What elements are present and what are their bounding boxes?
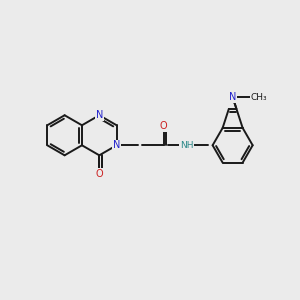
Text: CH₃: CH₃ [251, 93, 268, 102]
Text: N: N [229, 92, 236, 102]
Text: O: O [95, 169, 103, 178]
Text: NH: NH [180, 141, 194, 150]
Text: N: N [113, 140, 120, 150]
Text: N: N [96, 110, 103, 120]
Text: O: O [160, 121, 168, 131]
